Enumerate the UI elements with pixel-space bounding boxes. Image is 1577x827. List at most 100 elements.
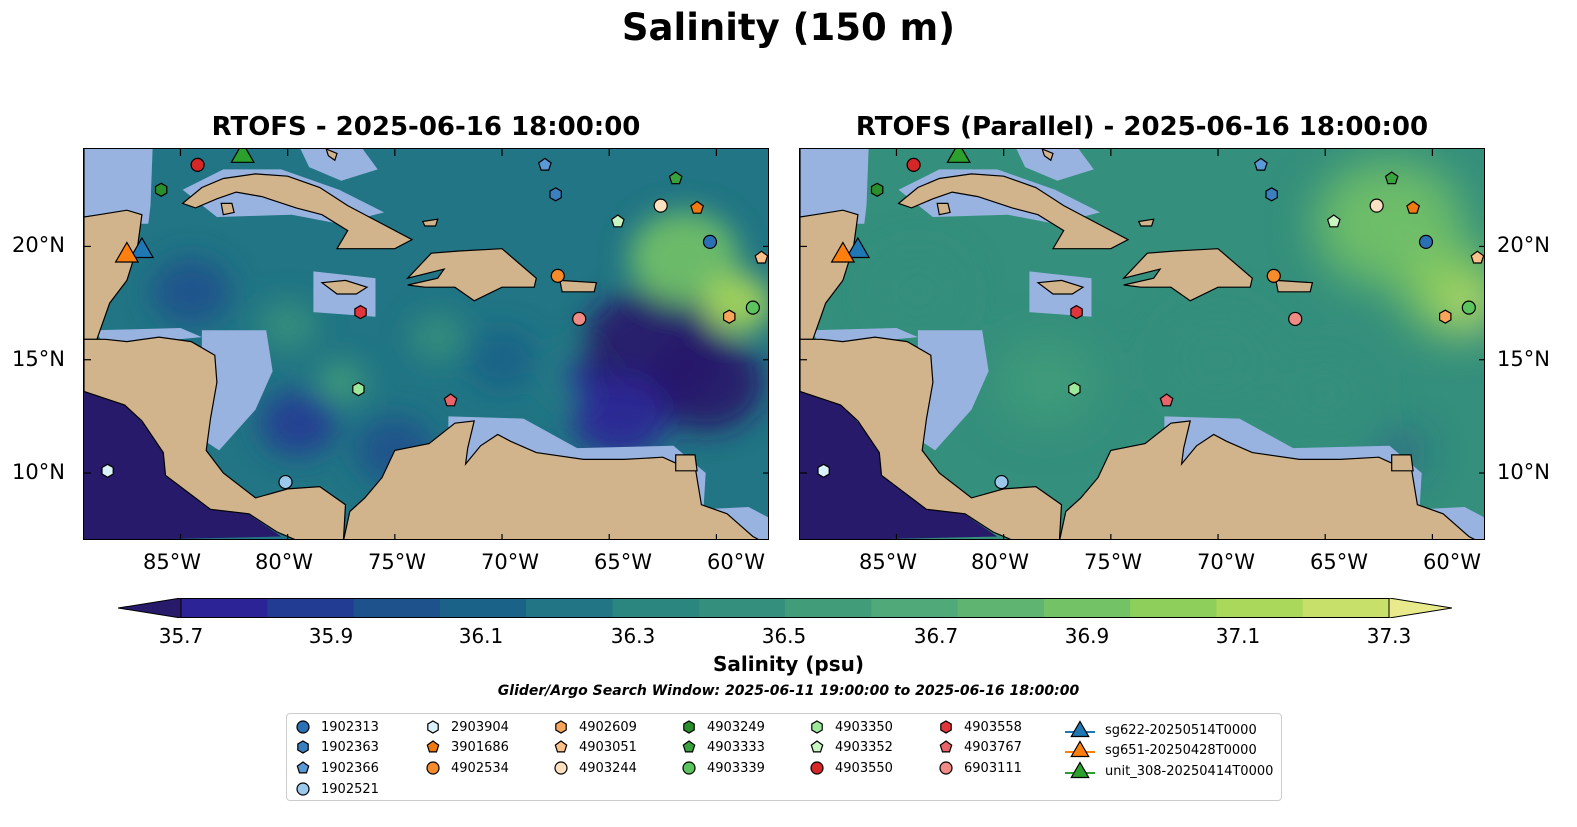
rtofs-parallel-marker-4903558[interactable]	[1070, 304, 1083, 320]
rtofs-parallel-marker-sg651-20250428T0000[interactable]	[830, 241, 856, 263]
rtofs-marker-4903550[interactable]	[190, 157, 205, 172]
rtofs-parallel-marker-4903051[interactable]	[1470, 250, 1484, 264]
lat-label-15n-right: 15°N	[1497, 347, 1550, 371]
colorbar-segment	[181, 598, 268, 618]
rtofs-parallel-south-am-land	[1059, 420, 1475, 539]
rtofs-parallel-marker-4902609[interactable]	[1438, 309, 1452, 324]
legend-item-4903051: 4903051	[553, 739, 637, 755]
colorbar-segment	[612, 598, 700, 618]
rtofs-parallel-marker-1902521[interactable]	[994, 474, 1009, 490]
rtofs-salinity-feature	[467, 329, 538, 390]
rtofs-marker-4903333[interactable]	[668, 171, 683, 185]
rtofs-marker-4903339[interactable]	[745, 300, 760, 315]
salinity-colorbar	[118, 598, 1452, 618]
rtofs-marker-sg651-20250428T0000[interactable]	[114, 241, 140, 263]
legend-marker-pentagon-icon	[426, 740, 440, 753]
legend-item-4903550: 4903550	[809, 760, 893, 776]
rtofs-hispaniola-land	[405, 248, 537, 302]
rtofs-marker-1902366[interactable]	[537, 157, 552, 171]
rtofs-parallel-marker-4903339[interactable]	[1461, 300, 1476, 315]
rtofs-marker-1902363[interactable]	[549, 187, 562, 202]
rtofs-parallel-marker-unit_308-20250414T0000[interactable]	[946, 149, 971, 163]
colorbar-extend-low	[118, 598, 182, 618]
rtofs-parallel-marker-4903550[interactable]	[906, 157, 921, 172]
legend-label: 4903558	[964, 719, 1022, 735]
rtofs-marker-4903767[interactable]	[443, 393, 458, 407]
lon-label-75w-left: 75°W	[368, 550, 426, 574]
lat-label-10n-left: 10°N	[12, 460, 65, 484]
rtofs-parallel-marker-4903249[interactable]	[870, 182, 884, 197]
rtofs-cuba-land	[181, 173, 414, 250]
legend-label: 1902521	[321, 781, 379, 797]
rtofs-jamaica-land	[320, 279, 369, 295]
rtofs-marker-sg622-20250514T0000[interactable]	[129, 236, 155, 259]
rtofs-parallel-bahamas-region	[1016, 149, 1094, 181]
colorbar-tick-36-7: 36.7	[913, 624, 959, 648]
rtofs-parallel-marker-4903333[interactable]	[1384, 171, 1399, 185]
rtofs-parallel-marker-sg622-20250514T0000[interactable]	[845, 236, 871, 259]
rtofs-marker-4903244[interactable]	[653, 198, 668, 213]
legend-label: 3901686	[451, 739, 509, 755]
rtofs-parallel-cuba-land	[897, 173, 1130, 250]
legend-label: 4903244	[579, 760, 637, 776]
legend: 1902313 1902363 1902366 1902521 2903904 39016…	[286, 713, 1282, 801]
figure-title: Salinity (150 m)	[621, 6, 956, 49]
lon-label-80w-left: 80°W	[255, 550, 313, 574]
rtofs-parallel-salinity-feature	[1280, 355, 1371, 432]
rtofs-marker-1902313[interactable]	[702, 234, 718, 250]
rtofs-parallel-marker-4903350[interactable]	[1068, 382, 1081, 397]
rtofs-marker-4903558[interactable]	[354, 304, 367, 320]
colorbar-tick-36-1: 36.1	[458, 624, 504, 648]
rtofs-marker-4903350[interactable]	[352, 382, 365, 397]
rtofs-marker-unit_308-20250414T0000[interactable]	[230, 149, 255, 163]
lon-label-65w-left: 65°W	[594, 550, 652, 574]
legend-marker-triangle-icon	[1065, 761, 1095, 779]
rtofs-marker-3901686[interactable]	[690, 200, 705, 214]
lon-label-60w-left: 60°W	[707, 550, 765, 574]
rtofs-parallel-marker-1902363[interactable]	[1265, 187, 1278, 202]
rtofs-salinity-feature	[629, 211, 740, 305]
search-window-text: Glider/Argo Search Window: 2025-06-11 19…	[497, 683, 1080, 699]
colorbar-segment	[353, 598, 441, 618]
lon-label-70w-left: 70°W	[481, 550, 539, 574]
rtofs-parallel-marker-4903767[interactable]	[1159, 393, 1174, 407]
legend-label: 2903904	[451, 719, 509, 735]
rtofs-marker-4903051[interactable]	[754, 250, 768, 264]
rtofs-marker-4902609[interactable]	[722, 309, 736, 324]
legend-label: 1902313	[321, 719, 379, 735]
rtofs-marker-4903249[interactable]	[154, 182, 168, 197]
legend-label: sg622-20250514T0000	[1105, 722, 1257, 738]
legend-label: 4902534	[451, 760, 509, 776]
rtofs-parallel-marker-2903904[interactable]	[817, 463, 830, 478]
rtofs-salinity-feature	[151, 257, 232, 326]
rtofs-marker-4903352[interactable]	[610, 214, 625, 228]
legend-label: unit_308-20250414T0000	[1105, 763, 1274, 779]
rtofs-parallel-marker-4903244[interactable]	[1369, 198, 1384, 213]
rtofs-marker-2903904[interactable]	[101, 463, 114, 478]
colorbar-tick-36-9: 36.9	[1064, 624, 1110, 648]
legend-label: 4903333	[707, 739, 765, 755]
rtofs-parallel-hispaniola-land	[1121, 248, 1253, 302]
lat-label-10n-right: 10°N	[1497, 460, 1550, 484]
lat-label-20n-left: 20°N	[12, 233, 65, 257]
colorbar-segment	[957, 598, 1045, 618]
rtofs-parallel-marker-4903352[interactable]	[1326, 214, 1341, 228]
rtofs-parallel-salinity-feature	[877, 257, 958, 326]
rtofs-parallel-marker-4902534[interactable]	[1266, 268, 1281, 283]
legend-item-4903350: 4903350	[809, 719, 893, 735]
rtofs-trinidad-land	[675, 454, 698, 472]
legend-label: 4903339	[707, 760, 765, 776]
rtofs-marker-4902534[interactable]	[550, 268, 565, 283]
rtofs-parallel-marker-6903111[interactable]	[1288, 311, 1303, 327]
map-rtofs-parallel[interactable]	[799, 148, 1485, 540]
legend-item-4903333: 4903333	[681, 739, 765, 755]
colorbar-tick-37-1: 37.1	[1215, 624, 1261, 648]
map-rtofs[interactable]	[83, 148, 769, 540]
colorbar-segment	[267, 598, 355, 618]
rtofs-parallel-marker-1902366[interactable]	[1253, 157, 1268, 171]
rtofs-marker-1902521[interactable]	[278, 474, 293, 490]
rtofs-parallel-marker-3901686[interactable]	[1406, 200, 1421, 214]
legend-item-4902609: 4902609	[553, 719, 637, 735]
rtofs-parallel-marker-1902313[interactable]	[1418, 234, 1434, 250]
rtofs-marker-6903111[interactable]	[572, 311, 587, 327]
